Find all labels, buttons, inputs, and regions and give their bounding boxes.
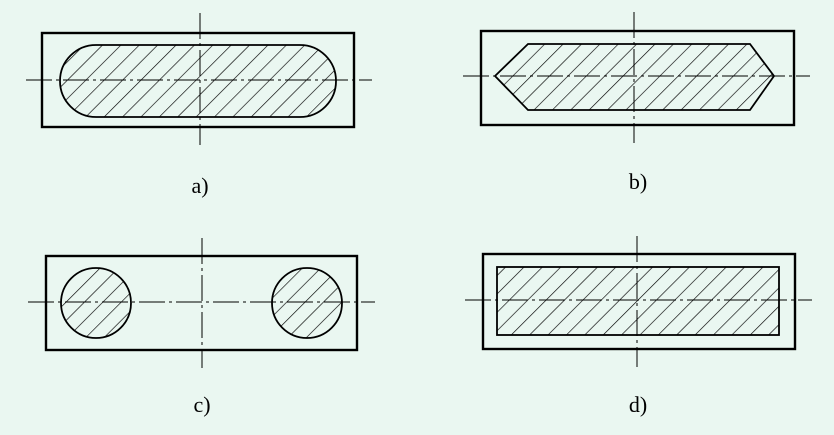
panel-d-label: d) <box>629 392 647 417</box>
panel-b-frame <box>479 29 796 127</box>
panel-b-label: b) <box>629 169 647 194</box>
panel-c-section-circle-left <box>60 267 132 339</box>
panel-d: d) <box>465 236 812 417</box>
panel-c: c) <box>28 238 375 417</box>
panel-a: a) <box>26 13 372 198</box>
panel-a-section-slot <box>59 44 337 118</box>
panel-d-section-rectangle <box>496 266 780 336</box>
panel-b: b) <box>463 12 810 194</box>
panel-c-section-circle-right <box>271 267 343 339</box>
panel-c-label: c) <box>193 392 210 417</box>
panel-a-label: a) <box>191 173 208 198</box>
panel-d-frame <box>481 252 797 351</box>
